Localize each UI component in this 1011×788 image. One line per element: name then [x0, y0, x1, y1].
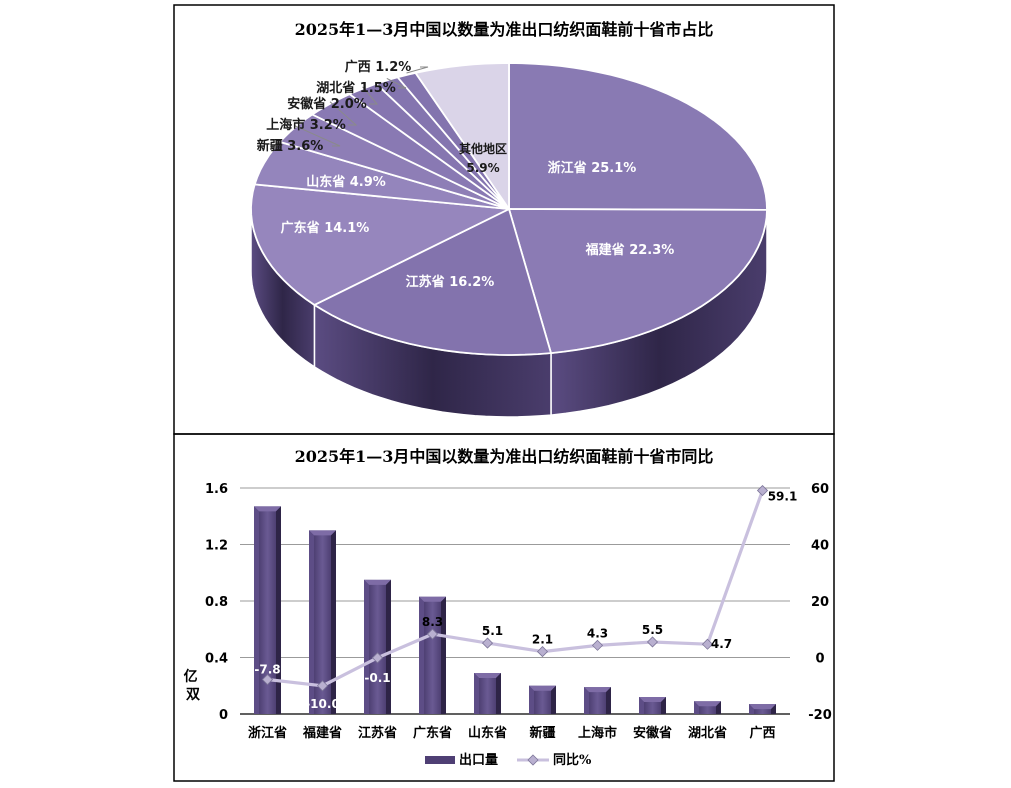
y-tick-label-1: 0.4 [205, 652, 228, 667]
pie-label-item-2: 江苏省 16.2% [406, 274, 495, 290]
line-point-item-1 [316, 680, 329, 692]
pie-label-item-8: 湖北省 1.5% [316, 80, 396, 96]
y2-tick-label-4: 60 [811, 482, 829, 497]
pie-slice-item-2 [312, 207, 553, 356]
line-series: -7.8 -10.0 -0.1 8.3 5.1 2.1 4.3 5.5 4.7 59.1 [254, 484, 798, 711]
y2-tick-label-3: 40 [811, 539, 829, 554]
line-label-item-5: 2.1 [532, 633, 553, 647]
bar-item-6 [584, 687, 611, 714]
legend-bar-label: 出口量 [459, 752, 498, 768]
bar-item-3 [419, 596, 446, 714]
pie-leader-item-6 [329, 101, 358, 126]
pie-slice-item-5 [278, 113, 510, 210]
bar-item-4 [474, 673, 501, 714]
x-tick-label-item-0: 浙江省 [248, 725, 287, 741]
line-point-item-0 [261, 673, 274, 686]
bar-chart-title: 2025年1—3月中国以数量为准出口纺织面鞋前十省市同比 [295, 447, 714, 466]
pie-slice-item-4 [253, 140, 510, 210]
pie-labels: 浙江省 25.1% 福建省 22.3% 江苏省 16.2% 广东省 14.1% 山东省 … [257, 59, 675, 290]
line-point-item-2 [371, 652, 384, 664]
x-tick-label-item-6: 上海市 [578, 725, 617, 741]
pie-label-item-0: 浙江省 25.1% [548, 160, 637, 176]
pie-leader-item-9 [406, 66, 429, 74]
line-label-item-9: 59.1 [768, 490, 798, 504]
y-tick-label-2: 0.8 [205, 595, 228, 610]
pie-label-item-6: 上海市 3.2% [266, 117, 346, 133]
pie-slice-item-7 [347, 82, 510, 210]
y2-tick-label-2: 20 [811, 595, 829, 610]
line-path [267, 489, 765, 688]
bar-item-2 [364, 579, 391, 714]
line-label-item-7: 5.5 [642, 623, 663, 637]
pie-label-item-1: 福建省 22.3% [585, 242, 675, 258]
pie-label-item-9: 广西 1.2% [345, 59, 412, 75]
bar-series [254, 506, 776, 714]
y-tick-label-4: 1.6 [205, 482, 228, 497]
line-point-item-5 [536, 646, 549, 658]
x-tick-label-item-1: 福建省 [302, 725, 342, 741]
pie-label-item-3: 广东省 14.1% [281, 220, 370, 236]
pie-label-other-value: 5.9% [466, 161, 499, 175]
pie-label-other-name: 其他地区 [459, 141, 507, 156]
y2-tick-label-1: 0 [815, 652, 824, 667]
pie-slice-item-8 [374, 76, 510, 210]
x-tick-label-item-9: 广西 [749, 725, 775, 741]
bar-item-9 [749, 704, 776, 714]
line-label-item-6: 4.3 [587, 626, 608, 640]
line-label-item-3: 8.3 [422, 615, 443, 629]
pie-chart-title: 2025年1—3月中国以数量为准出口纺织面鞋前十省市占比 [295, 20, 714, 39]
pie-label-item-5: 新疆 3.6% [257, 138, 324, 154]
bar-item-8 [694, 701, 721, 714]
legend-line-label: 同比% [553, 752, 592, 768]
pie-leader-item-8 [386, 77, 407, 89]
bar-item-7 [639, 697, 666, 714]
pie-slice-item-9 [396, 71, 510, 210]
y-tick-label-3: 1.2 [205, 539, 228, 554]
legend-line-marker [527, 754, 539, 766]
pie-slice-item-0 [508, 62, 768, 211]
y-axis-title: 亿 双 [184, 668, 203, 703]
pie-side-wall [250, 208, 768, 418]
pie-label-item-4: 山东省 4.9% [306, 174, 386, 190]
line-label-item-8: 4.7 [711, 637, 732, 651]
line-point-item-7 [646, 636, 659, 648]
line-point-item-9 [756, 484, 769, 497]
line-point-item-4 [481, 637, 494, 649]
bar-item-5 [529, 685, 556, 714]
line-point-item-6 [591, 639, 604, 651]
line-label-item-4: 5.1 [482, 624, 503, 638]
pie-slices [250, 62, 768, 356]
pie-label-item-7: 安徽省 2.0% [287, 96, 367, 112]
pie-slice-item-1 [507, 208, 768, 355]
x-tick-label-item-7: 安徽省 [633, 725, 672, 741]
line-point-item-3 [426, 628, 439, 640]
bar-axes: 0 0.4 0.8 1.2 1.6 -20 0 20 40 60 浙江省 福建省 江苏省 广东省 山东省 新疆… [205, 482, 832, 741]
y2-tick-label-0: -20 [808, 708, 832, 723]
pie-slice-item-10 [413, 62, 510, 212]
pie-leader-item-5 [294, 125, 341, 147]
legend-bar-swatch [425, 756, 455, 764]
pie-leader-item-7 [362, 86, 379, 105]
x-tick-label-item-3: 广东省 [413, 725, 452, 741]
line-point-item-8 [701, 638, 714, 650]
y-tick-label-0: 0 [219, 708, 228, 723]
line-label-item-0: -7.8 [254, 663, 280, 677]
bar-panel-frame [173, 433, 835, 782]
pie-slice-item-6 [310, 93, 510, 210]
x-tick-label-item-5: 新疆 [529, 725, 555, 741]
line-label-item-1: -10.0 [305, 697, 340, 711]
x-tick-label-item-4: 山东省 [468, 725, 507, 741]
line-label-item-2: -0.1 [364, 671, 390, 685]
pie-slice-item-3 [250, 183, 513, 306]
x-tick-label-item-8: 湖北省 [688, 725, 727, 741]
legend: 出口量 同比% [425, 752, 592, 768]
x-tick-label-item-2: 江苏省 [358, 725, 397, 741]
